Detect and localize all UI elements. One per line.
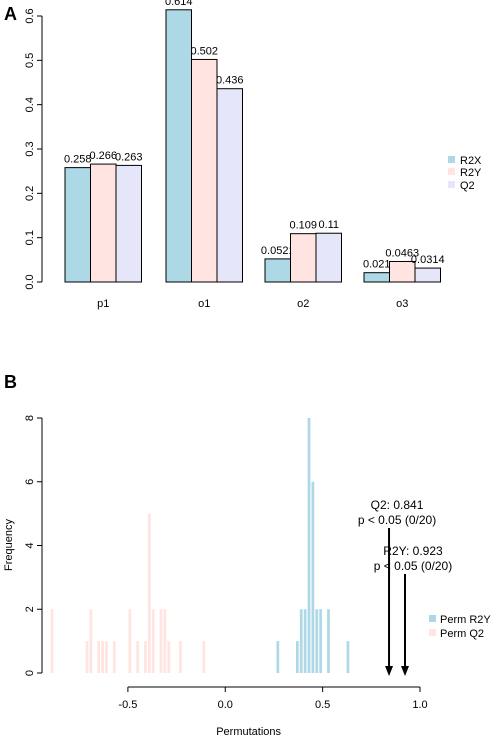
hist-bar-perm-r2y bbox=[315, 609, 319, 673]
annotation-arrow-head bbox=[401, 666, 410, 676]
hist-bar-perm-r2y bbox=[276, 641, 280, 673]
x-tick-label: o3 bbox=[396, 298, 408, 310]
x-tick-label: 1.0 bbox=[412, 699, 427, 711]
y-tick-label: 0.0 bbox=[24, 274, 36, 289]
annotation-label: Q2: 0.841 bbox=[371, 498, 424, 512]
legend-label: R2X bbox=[460, 155, 482, 167]
bar-q2-o2 bbox=[315, 232, 342, 283]
hist-bar-perm-r2y bbox=[303, 609, 307, 673]
panel-label-a: A bbox=[4, 4, 17, 24]
x-tick-label: 0.0 bbox=[218, 699, 233, 711]
y-tick-label: 0.2 bbox=[24, 186, 36, 201]
x-tick-label: o1 bbox=[198, 298, 210, 310]
bar-r2x-o3 bbox=[363, 272, 390, 283]
hist-bar-perm-r2y bbox=[346, 641, 350, 673]
value-label: 0.263 bbox=[115, 151, 143, 163]
hist-bar-perm-r2y bbox=[327, 609, 330, 673]
hist-bar-perm-q2 bbox=[112, 641, 116, 673]
y-tick-label: 2 bbox=[24, 606, 36, 612]
hist-bar-perm-q2 bbox=[163, 609, 167, 673]
bar-r2y-o2 bbox=[290, 233, 317, 283]
y-tick-label: 0.3 bbox=[24, 141, 36, 156]
legend-swatch bbox=[448, 168, 455, 175]
y-tick-label: 4 bbox=[24, 542, 36, 548]
annotation-sublabel: p < 0.05 (0/20) bbox=[374, 559, 452, 573]
value-label: 0.614 bbox=[165, 0, 193, 8]
legend-swatch bbox=[429, 629, 436, 636]
annotation-sublabel: p < 0.05 (0/20) bbox=[358, 513, 436, 527]
y-tick-label: 0.5 bbox=[24, 53, 36, 68]
bar-r2y-p1 bbox=[90, 163, 117, 283]
hist-bar-perm-q2 bbox=[85, 641, 89, 673]
hist-bar-perm-q2 bbox=[179, 641, 182, 673]
hist-bar-perm-q2 bbox=[167, 641, 171, 673]
legend-swatch bbox=[429, 615, 436, 622]
value-label: 0.502 bbox=[190, 45, 218, 57]
hist-bar-perm-q2 bbox=[202, 641, 206, 673]
value-label: 0.258 bbox=[64, 154, 92, 166]
hist-bar-perm-r2y bbox=[307, 418, 311, 673]
x-tick-label: -0.5 bbox=[118, 699, 137, 711]
bar-q2-o1 bbox=[216, 88, 243, 283]
hist-bar-perm-r2y bbox=[319, 609, 323, 673]
hist-bar-perm-q2 bbox=[151, 609, 155, 673]
hist-bar-perm-r2y bbox=[299, 609, 303, 673]
hist-bar-perm-q2 bbox=[136, 641, 139, 673]
hist-bar-perm-q2 bbox=[101, 641, 104, 673]
hist-bar-perm-r2y bbox=[295, 641, 299, 673]
legend-swatch bbox=[448, 156, 455, 163]
x-tick-label: 0.5 bbox=[315, 699, 330, 711]
x-axis-title: Permutations bbox=[216, 726, 281, 738]
value-label: 0.109 bbox=[289, 220, 317, 232]
annotation-label: R2Y: 0.923 bbox=[383, 544, 443, 558]
hist-bar-perm-q2 bbox=[159, 609, 163, 673]
histogram-panel-b: 0 2 4 6 8 -0.5 0.0 0.5 1.0 Permutations Frequency Q… bbox=[3, 415, 491, 738]
bar-q2-o3 bbox=[414, 267, 441, 283]
hist-bar-perm-q2 bbox=[50, 609, 54, 673]
hist-bar-perm-q2 bbox=[144, 641, 147, 673]
y-tick-label: 0.6 bbox=[24, 8, 36, 23]
hist-bar-perm-q2 bbox=[128, 609, 132, 673]
value-label: 0.0521 bbox=[261, 245, 295, 257]
value-label: 0.266 bbox=[89, 150, 117, 162]
legend-label: Perm R2Y bbox=[440, 614, 491, 626]
hist-bar-perm-q2 bbox=[105, 641, 108, 673]
y-tick-label: 0.4 bbox=[24, 97, 36, 112]
value-label: 0.436 bbox=[216, 75, 244, 87]
bar-q2-p1 bbox=[115, 164, 142, 283]
bar-r2x-o2 bbox=[264, 258, 291, 283]
y-tick-label: 0 bbox=[24, 670, 36, 676]
hist-bar-perm-q2 bbox=[147, 513, 151, 673]
legend-label: R2Y bbox=[460, 167, 482, 179]
bar-r2x-o1 bbox=[165, 9, 192, 283]
hist-bar-perm-r2y bbox=[311, 481, 315, 673]
value-label: 0.0314 bbox=[411, 254, 445, 266]
y-tick-label: 8 bbox=[24, 415, 36, 421]
x-tick-label: p1 bbox=[97, 298, 109, 310]
hist-bar-perm-q2 bbox=[89, 609, 93, 673]
legend-label: Q2 bbox=[460, 180, 475, 192]
legend-swatch bbox=[448, 181, 455, 188]
y-tick-label: 0.1 bbox=[24, 230, 36, 245]
bar-r2x-p1 bbox=[64, 167, 91, 283]
y-axis-title: Frequency bbox=[3, 519, 15, 571]
x-tick-label: o2 bbox=[297, 298, 309, 310]
value-label: 0.0463 bbox=[385, 247, 419, 259]
panel-label-b: B bbox=[4, 372, 17, 392]
value-label: 0.021 bbox=[363, 259, 391, 271]
annotation-arrow-head bbox=[385, 666, 394, 676]
value-label: 0.11 bbox=[318, 219, 339, 231]
legend-label: Perm Q2 bbox=[440, 628, 484, 640]
hist-bar-perm-q2 bbox=[97, 641, 101, 673]
y-tick-label: 6 bbox=[24, 479, 36, 485]
bar-r2y-o1 bbox=[191, 58, 218, 283]
